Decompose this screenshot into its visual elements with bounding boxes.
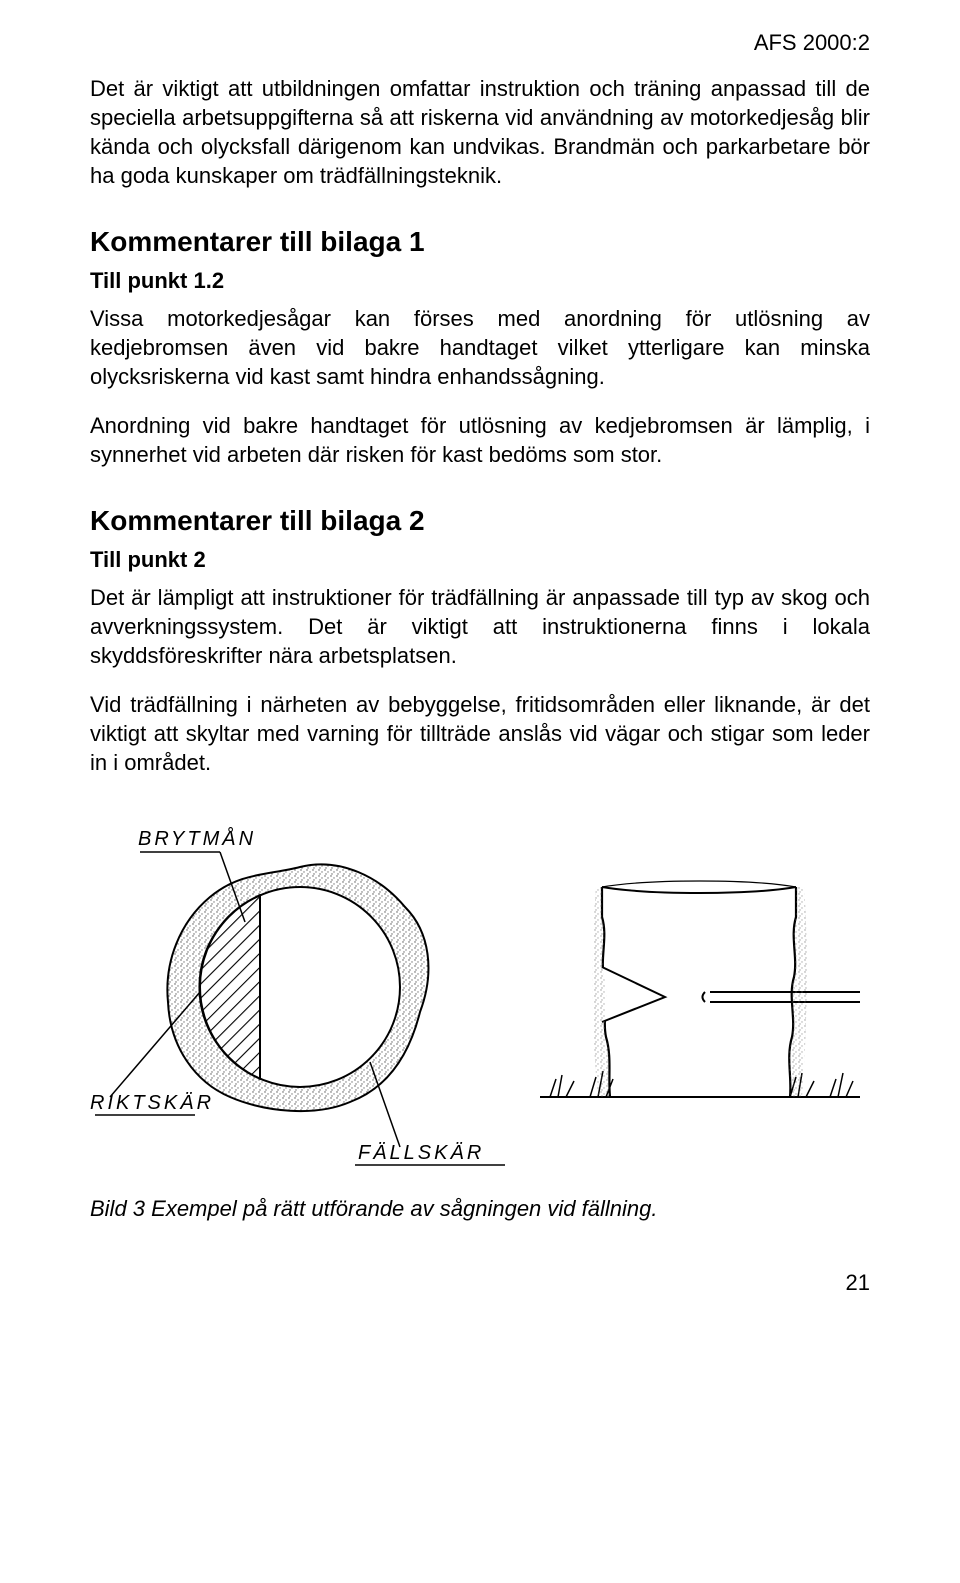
bilaga2-paragraph-2: Vid trädfällning i närheten av bebyggels…: [90, 690, 870, 777]
label-fallskar: FÄLLSKÄR: [358, 1142, 484, 1164]
bilaga1-paragraph-1: Vissa motorkedjesågar kan förses med ano…: [90, 304, 870, 391]
ground-grass: [550, 1071, 853, 1097]
stump-top-back: [602, 881, 796, 887]
label-riktskar: RIKTSKÄR: [90, 1092, 214, 1114]
document-page: AFS 2000:2 Det är viktigt att utbildning…: [0, 0, 960, 1336]
document-code: AFS 2000:2: [90, 30, 870, 56]
bark-texture-right: [789, 887, 807, 1097]
figure-caption: Bild 3 Exempel på rätt utförande av sågn…: [90, 1196, 870, 1222]
heading-bilaga-2: Kommentarer till bilaga 2: [90, 505, 870, 537]
subheading-bilaga-1: Till punkt 1.2: [90, 268, 870, 294]
intro-paragraph: Det är viktigt att utbildningen omfattar…: [90, 74, 870, 190]
figure-3: BRYTMÅN RIKTSKÄR FÄLLSKÄR: [90, 797, 870, 1222]
bilaga1-paragraph-2: Anordning vid bakre handtaget för utlösn…: [90, 411, 870, 469]
subheading-bilaga-2: Till punkt 2: [90, 547, 870, 573]
bilaga2-paragraph-1: Det är lämpligt att instruktioner för tr…: [90, 583, 870, 670]
stump-top: [602, 887, 796, 893]
heading-bilaga-1: Kommentarer till bilaga 1: [90, 226, 870, 258]
notch-cut: [602, 967, 665, 1022]
figure-svg: BRYTMÅN RIKTSKÄR FÄLLSKÄR: [90, 797, 870, 1177]
label-brytman: BRYTMÅN: [138, 827, 256, 850]
page-number: 21: [90, 1270, 870, 1296]
backcut-end: [703, 992, 706, 1002]
